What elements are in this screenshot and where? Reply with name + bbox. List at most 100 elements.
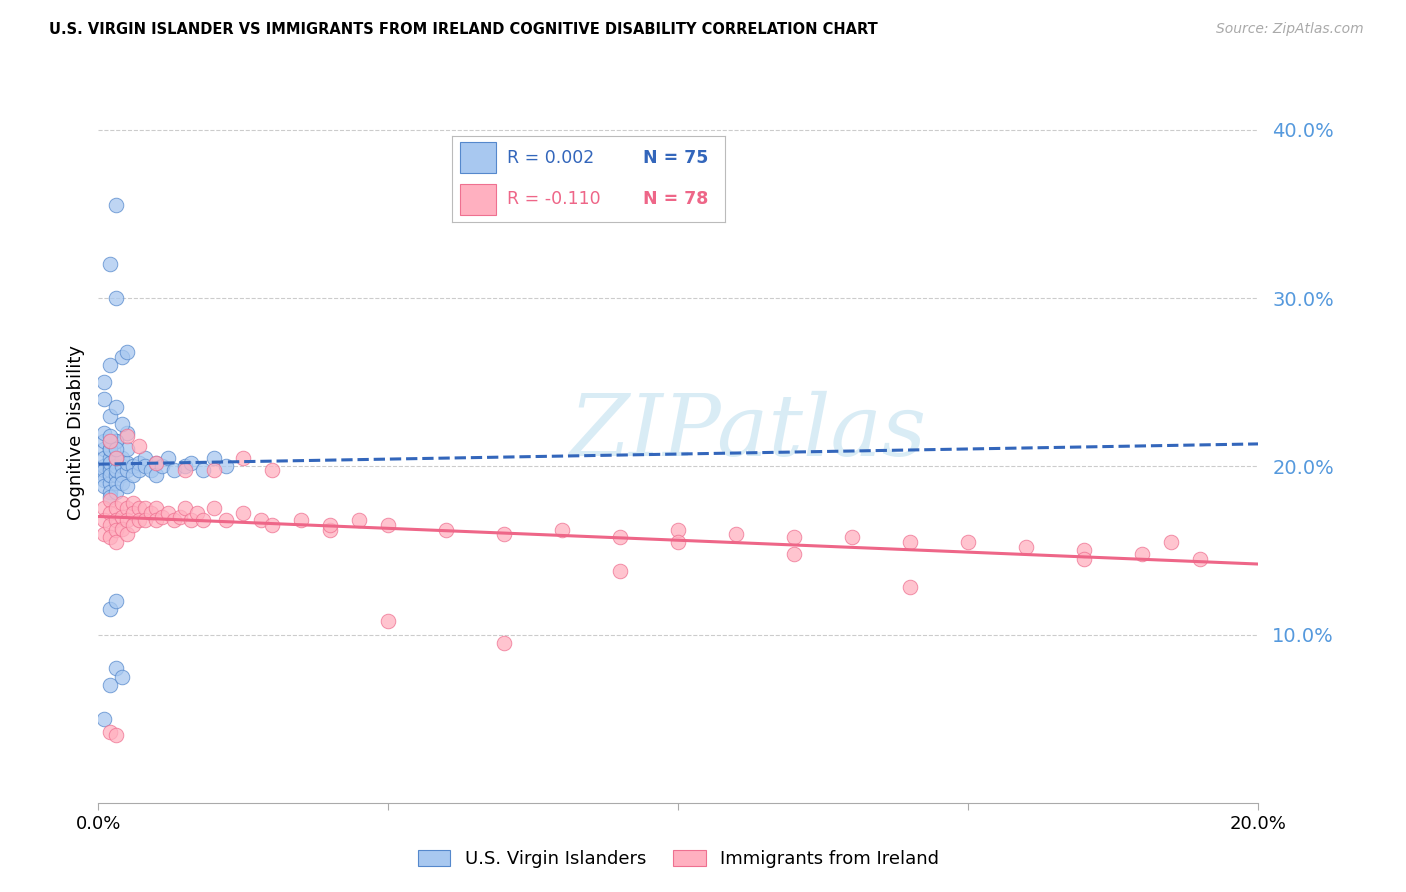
Point — [349, 513, 371, 527]
Text: Source: ZipAtlas.com: Source: ZipAtlas.com — [1216, 22, 1364, 37]
Point — [111, 459, 132, 474]
Point — [145, 513, 167, 527]
Point — [215, 513, 238, 527]
Point — [98, 507, 121, 521]
Point — [111, 350, 132, 364]
Point — [98, 467, 121, 482]
Point — [98, 434, 121, 448]
Point — [104, 501, 127, 516]
Point — [191, 462, 214, 476]
Point — [98, 429, 121, 443]
Point — [98, 450, 121, 465]
Point — [1015, 540, 1038, 554]
Point — [128, 513, 150, 527]
Point — [180, 456, 202, 470]
Point — [157, 507, 180, 521]
Point — [134, 459, 156, 474]
Point — [145, 467, 167, 482]
Point — [900, 581, 922, 595]
Point — [93, 450, 115, 465]
Point — [104, 450, 127, 465]
Point — [98, 492, 121, 507]
Point — [98, 467, 121, 482]
Point — [122, 467, 145, 482]
Point — [98, 456, 121, 470]
Point — [117, 513, 139, 527]
Point — [98, 459, 121, 474]
Point — [145, 456, 167, 470]
Point — [957, 535, 980, 549]
Point — [98, 484, 121, 499]
Point — [104, 434, 127, 448]
Point — [98, 442, 121, 457]
Point — [111, 417, 132, 432]
Point — [186, 507, 208, 521]
Legend: U.S. Virgin Islanders, Immigrants from Ireland: U.S. Virgin Islanders, Immigrants from I… — [411, 843, 946, 875]
Text: ZIPatlas: ZIPatlas — [569, 392, 927, 474]
Point — [111, 450, 132, 465]
Point — [104, 459, 127, 474]
Point — [111, 522, 132, 536]
Point — [104, 467, 127, 482]
Point — [609, 564, 631, 578]
Y-axis label: Cognitive Disability: Cognitive Disability — [66, 345, 84, 520]
Point — [93, 501, 115, 516]
Point — [180, 513, 202, 527]
Point — [111, 467, 132, 482]
Point — [93, 467, 115, 482]
Point — [93, 513, 115, 527]
Point — [104, 442, 127, 457]
Point — [783, 530, 806, 544]
Point — [98, 359, 121, 373]
Point — [319, 523, 342, 537]
Point — [104, 291, 127, 305]
Point — [93, 425, 115, 440]
Point — [117, 479, 139, 493]
Point — [122, 518, 145, 533]
Point — [128, 501, 150, 516]
Point — [98, 490, 121, 504]
Point — [117, 429, 139, 443]
Point — [93, 712, 115, 726]
Point — [117, 462, 139, 476]
Point — [262, 518, 284, 533]
Point — [134, 513, 156, 527]
Point — [98, 476, 121, 491]
Point — [134, 450, 156, 465]
Point — [139, 507, 162, 521]
Point — [319, 518, 342, 533]
Point — [117, 501, 139, 516]
Point — [232, 450, 254, 465]
Point — [117, 425, 139, 440]
Point — [377, 518, 399, 533]
Point — [104, 462, 127, 476]
Point — [250, 513, 273, 527]
Point — [204, 501, 226, 516]
Point — [111, 509, 132, 524]
Point — [104, 434, 127, 448]
Point — [1160, 535, 1182, 549]
Point — [128, 462, 150, 476]
Point — [494, 526, 516, 541]
Point — [104, 450, 127, 465]
Point — [111, 670, 132, 684]
Point — [117, 442, 139, 457]
Point — [204, 462, 226, 476]
Point — [145, 456, 167, 470]
Point — [104, 198, 127, 212]
Point — [122, 507, 145, 521]
Point — [93, 459, 115, 474]
Point — [1073, 543, 1095, 558]
Point — [174, 501, 197, 516]
Point — [163, 462, 186, 476]
Point — [93, 442, 115, 457]
Point — [98, 602, 121, 616]
Point — [98, 409, 121, 423]
Point — [111, 476, 132, 491]
Point — [122, 496, 145, 510]
Point — [104, 476, 127, 491]
Point — [609, 530, 631, 544]
Point — [377, 614, 399, 628]
Point — [150, 509, 173, 524]
Point — [104, 535, 127, 549]
